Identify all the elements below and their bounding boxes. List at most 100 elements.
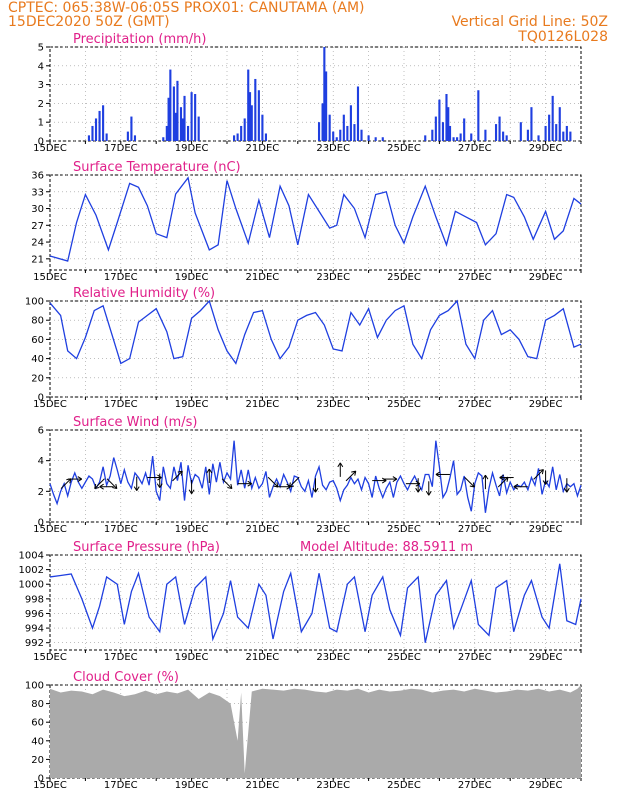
cloud-ytick-label: 80	[31, 699, 44, 710]
wind-arrow-shaft	[345, 470, 357, 482]
wind-panel: 0 2 4 6 15DEC 17DEC 19DEC 21DEC 23DEC 25DEC 27DEC 2…	[33, 415, 582, 535]
temperature-xtick-label: 29DEC	[529, 272, 563, 283]
precip-bar	[172, 86, 175, 141]
wind-arrow-shaft	[464, 476, 475, 488]
precip-bar	[328, 114, 331, 141]
wind-arrow-head	[247, 480, 252, 487]
pressure-xtick-label: 25DEC	[387, 652, 421, 663]
pressure-xtick-label: 27DEC	[458, 652, 492, 663]
precip-bar	[424, 135, 427, 141]
precip-bar	[530, 107, 533, 141]
precip-bar	[342, 114, 345, 141]
pressure-ytick-label: 1004	[19, 551, 44, 562]
precip-bar	[98, 110, 101, 141]
precip-bar	[179, 107, 183, 141]
temperature-ytick-label: 27	[31, 221, 44, 232]
wind-arrow	[482, 474, 489, 490]
wind-xtick-label: 29DEC	[529, 524, 563, 535]
precip-bar	[174, 112, 177, 141]
humidity-ytick-label: 100	[25, 297, 44, 308]
wind-arrow	[425, 481, 432, 496]
precip-bar	[197, 116, 200, 141]
precip-bar	[240, 125, 243, 141]
humidity-ytick-label: 60	[31, 335, 44, 346]
cloud-ytick-label: 60	[31, 718, 44, 729]
precip-bar	[374, 137, 377, 141]
humidity-xtick-label: 29DEC	[529, 399, 563, 410]
cloud-ytick-label: 20	[31, 755, 44, 766]
humidity-xtick-label: 15DEC	[33, 399, 67, 410]
wind-arrow	[312, 478, 319, 493]
precip-bar	[126, 131, 129, 141]
humidity-ytick-label: 20	[31, 373, 44, 384]
wind-arrow-head	[94, 483, 100, 490]
precip-bar	[484, 129, 487, 141]
precip-bar	[505, 135, 508, 141]
humidity-panel: 0 20 40 60 80 100 15DEC 17DEC 19DEC 21DEC 23DEC 25D…	[25, 286, 582, 410]
wind-arrow	[337, 462, 344, 477]
precipitation-panel: 0 1 2 3 4 5 15DEC 17DEC 19DEC 21DEC 23DEC 25DEC 27DE…	[33, 32, 582, 154]
precip-bar	[87, 135, 91, 141]
cloud-area	[50, 685, 581, 778]
precip-bar	[236, 133, 239, 141]
wind-arrow-shaft	[106, 478, 118, 489]
wind-arrow-head	[482, 474, 489, 480]
precip-bar	[356, 86, 360, 141]
precipitation-ytick-label: 5	[38, 43, 44, 54]
precip-bar	[438, 99, 441, 141]
wind-arrow-head	[392, 476, 398, 482]
cloud-ytick-label: 100	[25, 681, 44, 692]
precip-bar	[130, 116, 133, 141]
temperature-xtick-label: 25DEC	[387, 272, 421, 283]
precip-bar	[441, 122, 445, 141]
precipitation-xtick-label: 23DEC	[316, 143, 350, 154]
precip-bar	[349, 105, 352, 141]
wind-arrow-shaft	[94, 478, 105, 489]
pressure-xtick-label: 19DEC	[175, 652, 209, 663]
precip-bar	[105, 133, 108, 141]
temperature-panel: 21 24 27 30 33 36 15DEC 17DEC 19DEC 21DEC 23DEC 25D…	[31, 160, 582, 283]
precip-bar	[367, 135, 370, 141]
wind-arrow	[206, 468, 213, 483]
temperature-ytick-label: 36	[31, 171, 44, 182]
wind-arrow-head	[538, 469, 544, 475]
precip-bar	[167, 97, 170, 141]
humidity-frame	[49, 300, 582, 398]
cloud-panel: 0 20 40 60 80 100 15DEC 17DEC 19DEC 21DEC 23DEC 25D…	[25, 670, 582, 791]
wind-arrow-head	[435, 471, 441, 478]
precip-bar	[431, 129, 434, 141]
temperature-xtick-label: 19DEC	[175, 272, 209, 283]
humidity-ytick-label: 80	[31, 316, 44, 327]
wind-arrow-head	[99, 483, 104, 490]
temperature-ytick-label: 24	[31, 238, 44, 249]
pressure-series-line	[49, 563, 582, 643]
precip-bar	[323, 47, 326, 141]
temperature-ytick-label: 33	[31, 187, 44, 198]
cloud-xtick-label: 25DEC	[387, 780, 421, 791]
precip-bar	[339, 129, 342, 141]
wind-arrow-head	[513, 483, 519, 490]
wind-arrow-head	[227, 483, 233, 490]
cloud-xtick-label: 21DEC	[246, 780, 280, 791]
precip-bar	[353, 124, 356, 141]
wind-xtick-label: 25DEC	[387, 524, 421, 535]
wind-arrow	[497, 476, 509, 488]
wind-arrow	[415, 478, 422, 493]
wind-xtick-label: 15DEC	[33, 524, 67, 535]
wind-arrow	[188, 479, 195, 494]
pressure-frame	[49, 554, 582, 651]
temperature-ytick-label: 30	[31, 204, 44, 215]
precip-bar	[470, 133, 473, 141]
humidity-xtick-label: 21DEC	[246, 399, 280, 410]
wind-arrow	[99, 483, 114, 490]
wind-xtick-label: 17DEC	[104, 524, 138, 535]
humidity-xtick-label: 25DEC	[387, 399, 421, 410]
humidity-xtick-label: 17DEC	[104, 399, 138, 410]
humidity-xtick-label: 27DEC	[458, 399, 492, 410]
precip-bar	[133, 135, 137, 141]
humidity-series-line	[49, 299, 582, 365]
temperature-xtick-label: 15DEC	[33, 272, 67, 283]
wind-arrow	[345, 470, 357, 482]
wind-arrow-head	[542, 480, 549, 485]
temperature-xtick-label: 23DEC	[316, 272, 350, 283]
